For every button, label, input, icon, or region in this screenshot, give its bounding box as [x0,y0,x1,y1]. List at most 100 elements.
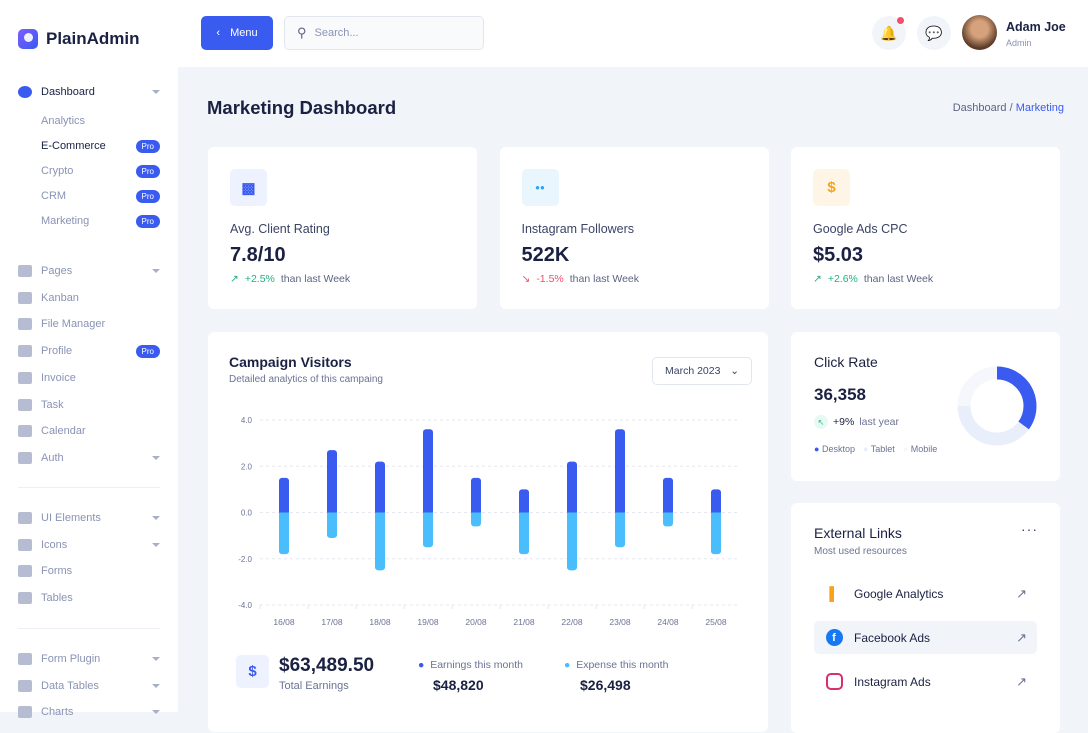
bar-base [615,508,625,513]
sidebar-item-icons[interactable]: Icons [18,535,160,555]
sidebar-item-forms[interactable]: Forms [18,561,160,581]
bar-earnings[interactable] [327,450,337,513]
user-name: Adam Joe [1006,20,1066,34]
chevron-down-icon [152,710,160,715]
donut-segment-mobile[interactable] [957,366,1037,446]
donut-segment-tablet[interactable] [957,366,1037,446]
sidebar-item-label: Crypto [41,165,74,177]
legend-dot-earnings: ● [418,659,425,671]
stat-value: 522K [521,244,570,266]
sidebar-item-profile[interactable]: Profile Pro [18,341,160,361]
sidebar-subitem-crypto[interactable]: Crypto Pro [41,162,160,180]
external-link-icon[interactable]: ↗ [1016,629,1027,645]
sidebar-item-dashboard[interactable]: Dashboard [18,82,160,102]
bar-earnings[interactable] [567,461,577,513]
bar-expense[interactable] [279,512,289,555]
stat-value: 7.8/10 [230,244,286,266]
y-tick-label: 0.0 [241,509,253,518]
invoice-icon [18,371,32,384]
bar-expense[interactable] [711,512,721,555]
bar-earnings[interactable] [519,489,529,513]
click-rate-value: 36,358 [814,385,866,404]
user-role: Admin [1006,38,1032,48]
sidebar-subitem-e-commerce[interactable]: E-Commerce Pro [41,137,160,155]
sidebar-item-task[interactable]: Task [18,395,160,415]
bar-earnings[interactable] [615,429,625,513]
dollar-icon: $ [236,655,269,688]
avatar[interactable] [962,15,997,50]
sidebar-item-label: Data Tables [41,679,99,692]
messages-button[interactable]: 💬 [917,16,951,50]
sidebar-item-kanban[interactable]: Kanban [18,288,160,308]
search-input[interactable]: ⚲ Search... [284,16,484,50]
sidebar-item-pages[interactable]: Pages [18,261,160,281]
earnings-label: Earnings this month [430,659,523,671]
click-rate-suffix: last year [859,416,899,428]
bar-base [279,508,289,513]
external-link-icon[interactable]: ↗ [1016,585,1027,601]
sidebar-item-label: Kanban [41,291,79,304]
legend-dot-expense: ● [564,659,571,671]
sidebar-item-data-tables[interactable]: Data Tables [18,676,160,696]
breadcrumb-dashboard[interactable]: Dashboard [952,102,1007,114]
sidebar-item-file-manager[interactable]: File Manager [18,314,160,334]
bar-earnings[interactable] [663,477,673,513]
sidebar-item-form-plugin[interactable]: Form Plugin [18,649,160,669]
sidebar-item-auth[interactable]: Auth [18,448,160,468]
bar-base [663,512,673,517]
pro-badge: Pro [135,214,160,228]
bar-chart-icon: ▩ [230,169,267,206]
stat-value: $5.03 [813,244,864,266]
bar-earnings[interactable] [279,477,289,513]
sidebar-item-label: Dashboard [41,86,95,98]
menu-label: Menu [230,27,258,39]
bar-base [375,508,385,513]
app-name: PlainAdmin [46,29,140,48]
sidebar-item-charts[interactable]: Charts [18,702,160,722]
sidebar-item-calendar[interactable]: Calendar [18,421,160,441]
bar-earnings[interactable] [471,477,481,513]
bar-earnings[interactable] [711,489,721,513]
bar-earnings[interactable] [423,429,433,513]
sidebar-item-ui-elements[interactable]: UI Elements [18,508,160,528]
bar-earnings[interactable] [375,461,385,513]
external-links-card: External Links Most used resources ··· ▌… [791,503,1060,733]
sidebar-item-tables[interactable]: Tables [18,588,160,608]
bar-base [327,512,337,517]
external-link-item[interactable]: Instagram Ads ↗ [814,665,1037,698]
sidebar-item-invoice[interactable]: Invoice [18,368,160,388]
more-options-icon[interactable]: ··· [1021,521,1038,537]
bar-expense[interactable] [375,512,385,571]
bar-expense[interactable] [327,512,337,538]
bar-base [375,512,385,517]
notifications-button[interactable]: 🔔 [872,16,906,50]
sidebar-subitem-analytics[interactable]: Analytics [41,112,160,130]
bar-expense[interactable] [615,512,625,548]
bar-base [711,508,721,513]
arrow-up-left-icon: ↖ [814,415,828,429]
bar-expense[interactable] [519,512,529,555]
x-tick-label: 19/08 [417,617,439,627]
campaign-chart: 4.0 2.0 0.0 -2.0 -4.0 16/08 17/08 18/08 19/08 20/… [238,416,740,627]
logo[interactable]: PlainAdmin [18,29,140,49]
bar-base [615,512,625,517]
stat-label: Google Ads CPC [813,222,908,236]
bar-expense[interactable] [567,512,577,571]
menu-button[interactable]: ‹ Menu [201,16,273,50]
chevron-down-icon [152,269,160,273]
sidebar-subitem-crm[interactable]: CRM Pro [41,187,160,205]
external-link-icon[interactable]: ↗ [1016,673,1027,689]
external-link-item[interactable]: ▌ Google Analytics ↗ [814,577,1037,610]
y-tick-label: -2.0 [238,555,252,564]
sidebar-item-label: Calendar [41,425,86,438]
dollar-icon: $ [813,169,850,206]
external-link-item[interactable]: f Facebook Ads ↗ [814,621,1037,654]
bar-expense[interactable] [423,512,433,548]
sidebar-subitem-marketing[interactable]: Marketing Pro [41,212,160,230]
legend-dot: ● [862,444,869,454]
donut-legend: ● Desktop ● Tablet ● Mobile [814,444,937,454]
expense-value: $26,498 [580,677,631,693]
card-title: External Links [814,525,902,541]
month-select[interactable]: March 2023 ⌄ [652,357,752,385]
legend-label: Desktop [821,444,855,454]
